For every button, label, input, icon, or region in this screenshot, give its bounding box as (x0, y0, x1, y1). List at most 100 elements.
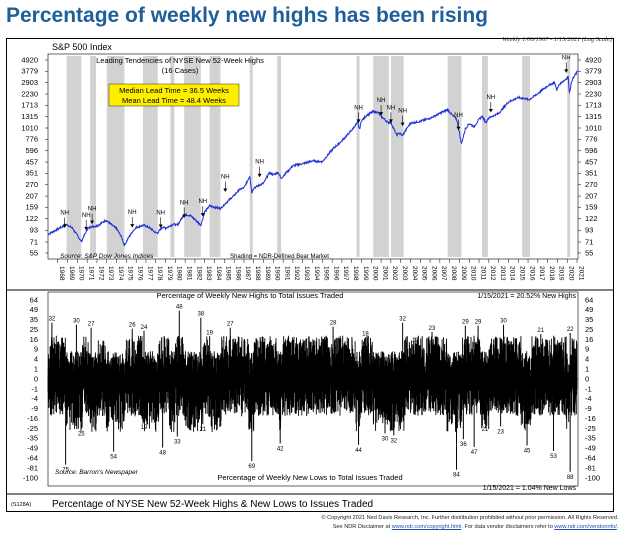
highs-peak-label: 27 (227, 322, 234, 328)
nh-arrow-head (130, 224, 135, 228)
y-tick-label-left: 2903 (21, 78, 38, 87)
bear-market-shade (447, 56, 462, 257)
y-tick-label-left: 1010 (21, 123, 38, 132)
y-tick-label-right: 4 (585, 355, 589, 364)
bear-market-shade (66, 56, 82, 257)
lows-trough-label: 42 (277, 446, 284, 452)
lows-trough-label: 84 (453, 473, 460, 479)
highs-peak-label: 29 (462, 320, 469, 326)
copyright-link[interactable]: www.ndr.com/copyright.html (391, 524, 462, 530)
lows-trough-label: 47 (471, 450, 478, 456)
y-tick-label-left: 64 (30, 295, 38, 304)
y-tick-label-right: -35 (585, 434, 596, 443)
x-tick-label: 1988 (254, 266, 261, 281)
nh-arrow-head (158, 224, 163, 229)
bear-market-shade (481, 56, 488, 257)
x-tick-label: 1975 (127, 266, 134, 281)
y-tick-label-left: 159 (25, 203, 38, 212)
nh-label: NH (88, 207, 97, 213)
sp500-line (47, 70, 578, 247)
bear-market-shade (567, 56, 571, 257)
bottom-title: Percentage of NYSE New 52-Week Highs & N… (52, 499, 373, 510)
lows-trough-label: 75 (62, 468, 69, 474)
x-tick-label: 2012 (489, 266, 496, 281)
y-tick-label-left: 270 (25, 180, 38, 189)
y-tick-label-right: 93 (585, 226, 593, 235)
x-tick-label: 2001 (381, 266, 388, 281)
x-tick-label: 1968 (58, 266, 65, 281)
x-tick-label: 1971 (87, 266, 94, 281)
x-tick-label: 1989 (264, 266, 271, 281)
y-tick-label-right: -81 (585, 463, 596, 472)
x-tick-label: 2021 (577, 266, 584, 281)
lows-trough-label: 30 (382, 437, 389, 443)
y-tick-label-left: -9 (31, 404, 38, 413)
highs-peak-label: 13 (412, 338, 419, 344)
median-lead-time: Median Lead Time = 36.5 Weeks (119, 86, 229, 95)
lows-trough-label: 54 (110, 455, 117, 461)
y-tick-label-right: 122 (585, 214, 598, 223)
bear-market-shade (106, 56, 125, 257)
y-tick-label-left: 1 (34, 365, 38, 374)
x-tick-label: 1997 (342, 266, 349, 281)
lows-trough-label: 48 (159, 451, 166, 457)
x-tick-label: 2018 (548, 266, 555, 281)
x-tick-label: 2017 (538, 266, 545, 281)
lows-trough-label: 88 (567, 475, 574, 481)
top-panel-title: S&P 500 Index (52, 42, 112, 52)
x-tick-label: 1991 (283, 266, 290, 281)
chart-code: (S128A) (11, 502, 31, 508)
nh-label: NH (377, 98, 386, 104)
x-tick-label: 2000 (372, 266, 379, 281)
x-tick-label: 1990 (274, 266, 281, 281)
x-tick-label: 2003 (401, 266, 408, 281)
nh-label: NH (562, 55, 571, 61)
y-tick-label-right: 596 (585, 146, 598, 155)
x-tick-label: 1983 (205, 266, 212, 281)
lead-time-box (108, 83, 240, 107)
latest-lows-note: 1/15/2021 = 1.04% New Lows (483, 485, 577, 492)
nh-arrow-head (564, 69, 569, 73)
y-tick-label-right: -9 (585, 404, 592, 413)
y-tick-label-right: 2903 (585, 78, 602, 87)
y-tick-label-left: 776 (25, 135, 38, 144)
y-tick-label-right: 1 (585, 365, 589, 374)
lows-trough-label: 19 (141, 425, 148, 431)
highs-peak-label: 19 (206, 330, 213, 336)
y-tick-label-right: 4920 (585, 55, 602, 64)
page-headline: Percentage of weekly new highs has been … (6, 4, 488, 27)
bottom-source-note: Source: Barron's Newspaper (55, 469, 139, 476)
nh-label: NH (454, 113, 463, 119)
x-tick-label: 2019 (558, 266, 565, 281)
x-tick-label: 1994 (313, 266, 320, 281)
disclaimer-text-b: . For data vendor disclaimers refer to (461, 524, 555, 530)
disclaimer-text-a: See NDR Disclaimer at (332, 524, 392, 530)
y-tick-label-right: 71 (585, 237, 593, 246)
y-tick-label-left: -49 (27, 444, 38, 453)
nh-label: NH (128, 210, 137, 216)
x-tick-label: 1999 (362, 266, 369, 281)
x-tick-label: 1985 (225, 266, 232, 281)
nh-label: NH (156, 211, 165, 217)
y-tick-label-right: 2230 (585, 89, 602, 98)
x-tick-label: 2016 (528, 266, 535, 281)
top-source-note: Source: S&P Dow Jones Indices (60, 253, 154, 260)
y-tick-label-right: -64 (585, 454, 596, 463)
bear-market-shade (373, 56, 389, 257)
highs-peak-label: 32 (399, 317, 406, 323)
y-tick-label-right: 49 (585, 305, 593, 314)
x-tick-label: 2014 (509, 266, 516, 281)
y-tick-label-left: 55 (30, 248, 38, 257)
nh-label: NH (354, 105, 363, 111)
y-tick-label-right: 0 (585, 374, 589, 383)
x-tick-label: 2005 (421, 266, 428, 281)
y-tick-label-left: 25 (30, 325, 38, 334)
bear-market-shade (184, 56, 201, 257)
annotation-title: Leading Tendencies of NYSE New 52-Week H… (96, 56, 264, 65)
x-tick-label: 1992 (293, 266, 300, 281)
x-tick-label: 2015 (519, 266, 526, 281)
y-tick-label-left: 596 (25, 146, 38, 155)
vendor-info-link[interactable]: www.ndr.com/vendorinfo/ (554, 524, 617, 530)
y-tick-label-left: -35 (27, 434, 38, 443)
